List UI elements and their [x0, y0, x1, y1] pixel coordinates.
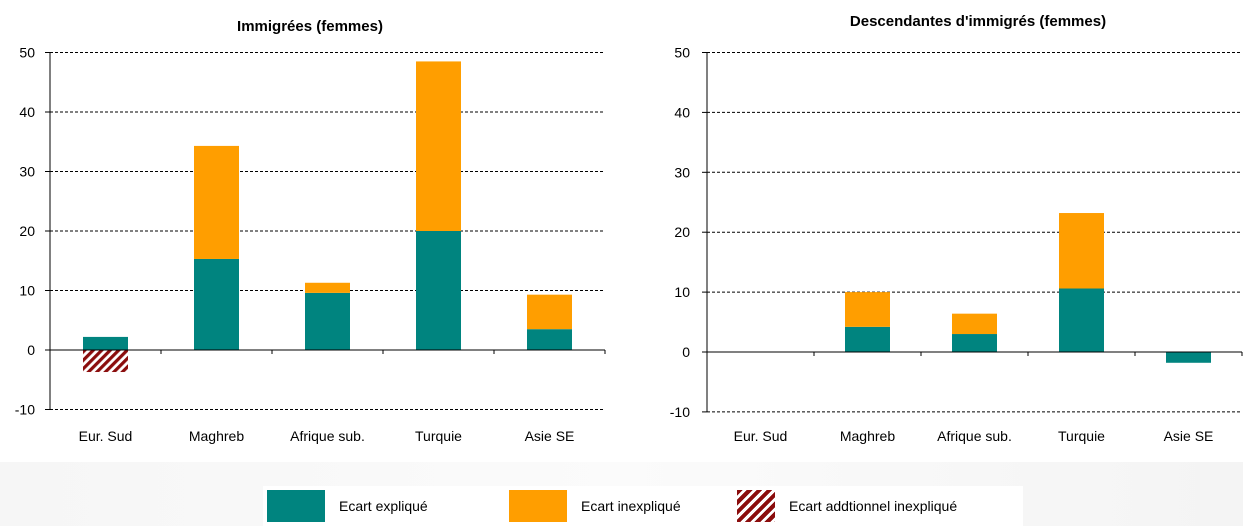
- y-tick-label: 30: [674, 164, 690, 180]
- legend-swatch-additional-unexplained: [737, 490, 775, 522]
- legend-swatch-unexplained: [509, 490, 567, 522]
- y-tick-label: -10: [15, 402, 35, 418]
- x-tick-label: Afrique sub.: [937, 428, 1012, 444]
- bar-segment: [952, 313, 997, 335]
- y-tick-label: 40: [674, 104, 690, 120]
- y-tick-label: 20: [674, 224, 690, 240]
- x-tick-label: Eur. Sud: [734, 428, 788, 444]
- bar-segment: [305, 292, 350, 350]
- bar-segment: [1059, 213, 1104, 289]
- legend-label-explained: Ecart expliqué: [339, 498, 428, 514]
- bar-segment: [845, 326, 890, 352]
- y-tick-label: 0: [682, 344, 690, 360]
- x-tick-label: Turquie: [1058, 428, 1105, 444]
- bar-segment: [527, 329, 572, 350]
- bar-segment: [1059, 288, 1104, 352]
- x-tick-label: Maghreb: [840, 428, 895, 444]
- bar-segment: [952, 334, 997, 352]
- x-tick-label: Eur. Sud: [79, 428, 133, 444]
- y-tick-label: 40: [19, 104, 35, 120]
- x-tick-label: Asie SE: [525, 428, 575, 444]
- x-tick-label: Maghreb: [189, 428, 244, 444]
- bar-segment: [194, 258, 239, 350]
- x-tick-label: Afrique sub.: [290, 428, 365, 444]
- bar-segment: [845, 292, 890, 327]
- legend-item-explained: Ecart expliqué: [267, 490, 428, 522]
- bar-segment: [416, 231, 461, 350]
- y-tick-label: 30: [19, 164, 35, 180]
- y-tick-label: -10: [670, 404, 690, 420]
- legend-item-additional-unexplained: Ecart addtionnel inexpliqué: [737, 490, 957, 522]
- y-tick-label: 10: [19, 283, 35, 299]
- bar-segment: [527, 294, 572, 330]
- bar-segment: [83, 350, 128, 373]
- x-tick-label: Asie SE: [1164, 428, 1214, 444]
- bar-segment: [83, 336, 128, 350]
- legend-label-unexplained: Ecart inexpliqué: [581, 498, 681, 514]
- legend-item-unexplained: Ecart inexpliqué: [509, 490, 681, 522]
- x-tick-label: Turquie: [415, 428, 462, 444]
- y-tick-label: 20: [19, 223, 35, 239]
- legend: Ecart expliqué Ecart inexpliqué Ecart ad…: [263, 486, 1023, 526]
- y-tick-label: 50: [19, 45, 35, 61]
- bar-segment: [1166, 352, 1211, 363]
- bar-segment: [194, 145, 239, 259]
- y-tick-label: 0: [27, 342, 35, 358]
- bar-segment: [416, 61, 461, 231]
- y-tick-label: 50: [674, 45, 690, 61]
- legend-label-additional-unexplained: Ecart addtionnel inexpliqué: [789, 498, 958, 514]
- charts-canvas: Immigrées (femmes) -10 0 10 20 30 40 50 Eur. Sud…: [15, 13, 1243, 444]
- bar-segment: [305, 282, 350, 293]
- y-tick-label: 10: [674, 284, 690, 300]
- legend-swatch-explained: [267, 490, 325, 522]
- chart-title: Descendantes d'immigrés (femmes): [850, 13, 1106, 30]
- chart-title: Immigrées (femmes): [237, 18, 383, 35]
